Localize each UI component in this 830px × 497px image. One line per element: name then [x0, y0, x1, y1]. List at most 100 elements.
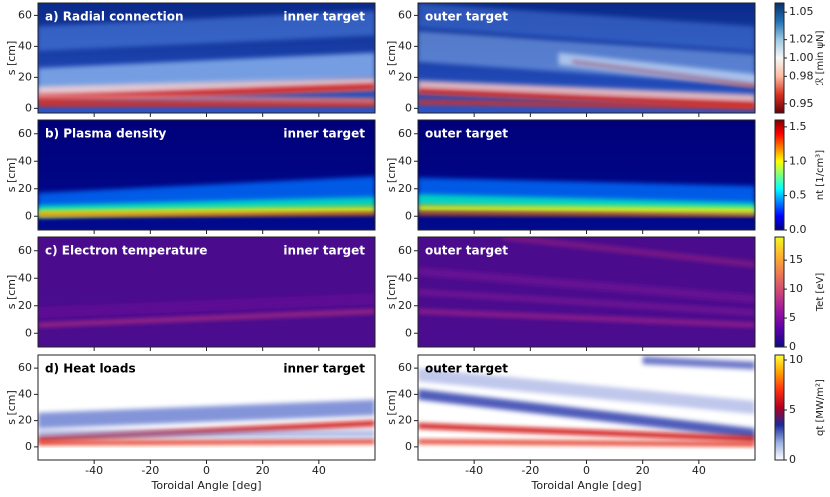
heatmap-band [38, 293, 375, 319]
colorbar-tick-label: 0.0 [789, 223, 807, 236]
y-tick-label: 0 [405, 101, 412, 114]
colorbar-tick-label: 1.0 [789, 154, 807, 167]
colorbar-gradient [774, 236, 785, 348]
heatmap-band [38, 399, 375, 429]
heatmap-band [418, 309, 755, 328]
heatmap-band [502, 237, 755, 268]
y-tick-label: 40 [18, 154, 32, 167]
heatmap-panel: 0 20 40 60 s [cm] outer target [385, 2, 756, 117]
y-tick-label: 20 [18, 414, 32, 427]
heatmap-band [418, 368, 755, 415]
y-tick-label: 0 [25, 209, 32, 222]
panel-label: inner target [283, 362, 365, 376]
y-tick-label: 0 [405, 209, 412, 222]
colorbar-tick-label: 1.00 [789, 51, 814, 64]
y-axis-label: s [cm] [385, 275, 398, 310]
colorbar: 0.95 0.98 1.00 1.02 1.05 ℛ [min ψN] [774, 2, 826, 114]
y-axis-label: s [cm] [5, 41, 18, 76]
x-tick-label: -20 [521, 464, 539, 477]
y-tick-label: 20 [18, 299, 32, 312]
panel-label: inner target [283, 127, 365, 141]
colorbar-tick-label: 10 [789, 282, 803, 295]
y-tick-label: 60 [18, 244, 32, 257]
heatmap-band [642, 356, 755, 370]
heatmap-panel: 0 20 40 60 -40 -20 0 20 40 Toroidal Angle [deg] s … [385, 354, 756, 492]
y-tick-label: 60 [398, 244, 412, 257]
y-tick-label: 60 [398, 127, 412, 140]
colorbar: 0 5 10 15 Tet [eV] [774, 236, 826, 353]
panel-title: b) Plasma density [45, 127, 166, 141]
heatmap-band [418, 423, 755, 442]
x-tick-label: 0 [203, 464, 210, 477]
y-tick-label: 0 [405, 440, 412, 453]
colorbar-tick-label: 0 [789, 340, 796, 353]
y-tick-label: 20 [18, 182, 32, 195]
colorbar-label: qt [MW/m²] [815, 379, 826, 436]
colorbar-tick-label: 1.05 [789, 5, 814, 18]
y-tick-label: 0 [25, 101, 32, 114]
panel-label: outer target [425, 362, 508, 376]
panel-label: outer target [425, 10, 508, 24]
y-tick-label: 40 [398, 387, 412, 400]
x-tick-label: -40 [85, 464, 103, 477]
panel-label: outer target [425, 244, 508, 258]
colorbar-tick-label: 1.02 [789, 33, 814, 46]
heatmap-band [418, 30, 755, 86]
y-tick-label: 60 [18, 127, 32, 140]
heatmap-background [38, 237, 375, 347]
colorbar-tick-label: 10 [789, 353, 803, 366]
y-tick-label: 20 [398, 182, 412, 195]
y-tick-label: 0 [25, 440, 32, 453]
y-tick-label: 20 [398, 414, 412, 427]
heatmap-band [38, 429, 375, 438]
y-axis-label: s [cm] [385, 41, 398, 76]
y-tick-label: 40 [398, 271, 412, 284]
heatmap-band [418, 439, 755, 447]
heatmap-band [38, 212, 375, 217]
y-tick-label: 20 [398, 70, 412, 83]
colorbar-tick-label: 15 [789, 253, 803, 266]
colorbar-gradient [774, 119, 785, 231]
y-tick-label: 40 [398, 154, 412, 167]
colorbar-tick-label: 5 [789, 311, 796, 324]
heatmap-panel: 0 20 40 60 s [cm] b) Plasma density inner targ… [5, 119, 376, 234]
colorbar: 0.0 0.5 1.0 1.5 nt [1/cm³] [774, 119, 826, 236]
colorbar-label: nt [1/cm³] [815, 150, 826, 200]
colorbar-tick-label: 0.95 [789, 97, 814, 110]
y-tick-label: 60 [398, 8, 412, 21]
heatmap-band [418, 88, 755, 108]
heatmap-band [38, 100, 375, 107]
y-tick-label: 40 [18, 39, 32, 52]
colorbar-tick-label: 5 [789, 403, 796, 416]
panel-label: inner target [283, 10, 365, 24]
y-tick-label: 40 [18, 387, 32, 400]
y-tick-label: 60 [18, 8, 32, 21]
y-axis-label: s [cm] [385, 158, 398, 193]
x-axis-label: Toroidal Angle [deg] [150, 479, 261, 492]
x-tick-label: -40 [465, 464, 483, 477]
y-axis-label: s [cm] [5, 158, 18, 193]
colorbar-gradient [774, 354, 785, 461]
heatmap-panel: 0 20 40 60 -40 -20 0 20 40 Toroidal Angle [deg] s … [5, 354, 376, 492]
y-tick-label: 0 [25, 326, 32, 339]
heatmap-band [418, 3, 755, 52]
y-tick-label: 20 [398, 299, 412, 312]
heatmap-band [418, 289, 755, 316]
heatmap-band [418, 204, 755, 215]
y-axis-label: s [cm] [385, 390, 398, 425]
panel-title: a) Radial connection [45, 10, 184, 24]
y-tick-label: 0 [405, 326, 412, 339]
colorbar-label: Tet [eV] [815, 273, 826, 313]
heatmap-panel: 0 20 40 60 s [cm] c) Electron temperature inne… [5, 236, 376, 351]
heatmap-band [38, 52, 375, 93]
x-tick-label: 0 [583, 464, 590, 477]
heatmap-band [38, 93, 375, 103]
x-axis-label: Toroidal Angle [deg] [530, 479, 641, 492]
heatmap-band [418, 99, 755, 110]
y-axis-label: s [cm] [5, 390, 18, 425]
panel-title: c) Electron temperature [45, 244, 207, 258]
y-tick-label: 20 [18, 70, 32, 83]
y-tick-label: 60 [18, 361, 32, 374]
heatmap-band [38, 439, 375, 445]
